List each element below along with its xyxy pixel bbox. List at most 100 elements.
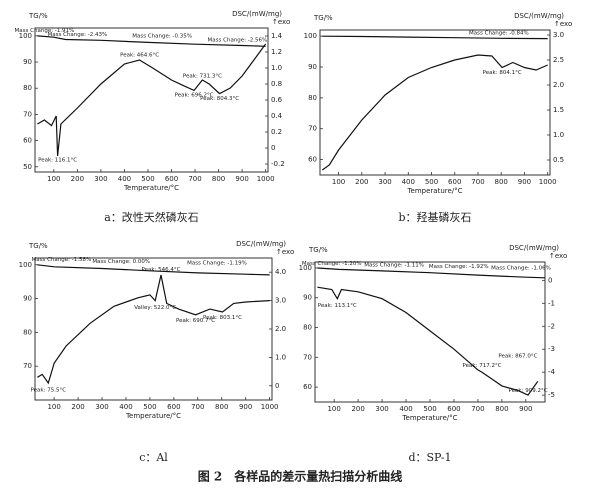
annotation: Mass Change: -1.58% xyxy=(31,257,91,263)
annotation: Peak: 717.2°C xyxy=(463,363,502,369)
annotation: Peak: 867.0°C xyxy=(498,354,537,360)
x-tick-label: 700 xyxy=(471,178,484,186)
y-tick-label: 80 xyxy=(303,324,312,332)
exo-label: ↑exo xyxy=(549,252,567,260)
y-tick-label: 100 xyxy=(19,261,32,269)
annotation: Peak: 464.6°C xyxy=(120,53,159,59)
y2-tick-label: 2.5 xyxy=(553,56,564,64)
curve xyxy=(37,274,270,385)
annotation: Mass Change: -1.19% xyxy=(187,261,247,267)
annotation: Mass Change: -1.20% xyxy=(302,261,362,267)
y-tick-label: 100 xyxy=(304,32,317,40)
x-tick-label: 900 xyxy=(519,405,532,413)
y-tick-label: 70 xyxy=(23,362,32,370)
panel-caption: b：羟基磷灰石 xyxy=(398,210,471,224)
x-tick-label: 900 xyxy=(235,175,248,183)
plot-frame xyxy=(34,257,273,401)
x-tick-label: 100 xyxy=(327,405,340,413)
x-tick-label: 400 xyxy=(118,175,131,183)
annotation: Peak: 731.3°C xyxy=(183,74,222,80)
y2-tick-label: 1.4 xyxy=(271,32,283,40)
x-tick-label: 100 xyxy=(332,178,345,186)
annotation: Peak: 803.1°C xyxy=(203,315,242,321)
x-tick-label: 600 xyxy=(167,403,180,411)
annotation: Peak: 546.4°C xyxy=(142,267,181,273)
y-tick-label: 90 xyxy=(308,63,317,71)
y-axis-label: TG/% xyxy=(28,242,48,250)
x-tick-label: 700 xyxy=(191,403,204,411)
y2-tick-label: 0.2 xyxy=(271,128,282,136)
annotation: Mass Change: -1.11% xyxy=(364,262,424,268)
y2-tick-label: -5 xyxy=(548,391,555,399)
x-tick-label: 900 xyxy=(239,403,252,411)
y2-tick-label: 0.8 xyxy=(271,80,282,88)
annotation: Mass Change: -0.35% xyxy=(132,33,192,39)
annotation: Peak: 690.7°C xyxy=(176,318,215,324)
y2-tick-label: 4.0 xyxy=(275,268,286,276)
panel-caption: d：SP-1 xyxy=(408,451,451,464)
y-axis-label: TG/% xyxy=(308,246,328,254)
annotation: Peak: 909.2°C xyxy=(509,388,548,394)
y-tick-label: 70 xyxy=(308,125,317,133)
exo-label: ↑exo xyxy=(276,248,294,256)
y-tick-label: 90 xyxy=(303,294,312,302)
y2-tick-label: -2 xyxy=(548,322,555,330)
y2-axis-label: DSC/(mW/mg) xyxy=(509,244,559,252)
x-tick-label: 200 xyxy=(355,178,368,186)
annotation: Peak: 116.1°C xyxy=(38,158,77,164)
y2-axis-label: DSC/(mW/mg) xyxy=(236,240,286,248)
y2-tick-label: 2.0 xyxy=(553,81,564,89)
y-tick-label: 50 xyxy=(23,163,32,171)
curve xyxy=(37,43,267,157)
annotation: Mass Change: -2.43% xyxy=(48,32,108,38)
x-axis-label: Temperature/°C xyxy=(406,187,462,195)
y2-axis-label: DSC/(mW/mg) xyxy=(232,10,282,18)
x-tick-label: 500 xyxy=(143,403,156,411)
curve xyxy=(37,264,270,276)
x-axis-label: Temperature/°C xyxy=(123,184,179,192)
annotation: Mass Change: -2.56% xyxy=(208,37,268,43)
figure-caption: 图 2 各样品的差示量热扫描分析曲线 xyxy=(198,469,403,484)
x-tick-label: 900 xyxy=(518,178,531,186)
y-tick-label: 90 xyxy=(23,58,32,66)
y2-tick-label: -0.2 xyxy=(271,160,285,168)
y-tick-label: 80 xyxy=(23,84,32,92)
x-tick-label: 300 xyxy=(375,405,388,413)
x-tick-label: 300 xyxy=(94,175,107,183)
y2-tick-label: 1.2 xyxy=(271,48,282,56)
x-tick-label: 700 xyxy=(188,175,201,183)
x-tick-label: 500 xyxy=(141,175,154,183)
y-tick-label: 80 xyxy=(23,328,32,336)
x-axis-label: Temperature/°C xyxy=(401,414,457,422)
y2-tick-label: 1.0 xyxy=(553,131,564,139)
y2-tick-label: 3.0 xyxy=(553,31,564,39)
y2-tick-label: 2.0 xyxy=(275,325,286,333)
x-tick-label: 800 xyxy=(495,405,508,413)
plot-frame xyxy=(314,261,546,403)
annotation: Peak: 804.1°C xyxy=(483,70,522,76)
curve xyxy=(322,35,548,40)
annotation: Mass Change: 0.00% xyxy=(92,259,150,265)
y-axis-label: TG/% xyxy=(313,14,333,22)
panel-caption: c：Al xyxy=(139,451,168,464)
y-tick-label: 100 xyxy=(299,264,312,272)
annotation: Mass Change: -1.91% xyxy=(15,28,75,34)
x-axis-label: Temperature/°C xyxy=(125,412,181,420)
y2-tick-label: -3 xyxy=(548,345,555,353)
x-tick-label: 600 xyxy=(447,405,460,413)
x-tick-label: 800 xyxy=(215,403,228,411)
annotation: Peak: 75.5°C xyxy=(31,388,67,394)
x-tick-label: 400 xyxy=(399,405,412,413)
x-tick-label: 1000 xyxy=(539,178,557,186)
y-tick-label: 60 xyxy=(303,383,312,391)
y-tick-label: 60 xyxy=(308,156,317,164)
x-tick-label: 500 xyxy=(425,178,438,186)
annotation: Mass Change: -1.06% xyxy=(491,265,551,271)
y2-axis-label: DSC/(mW/mg) xyxy=(514,12,564,20)
x-tick-label: 200 xyxy=(351,405,364,413)
x-tick-label: 800 xyxy=(495,178,508,186)
y2-tick-label: 0 xyxy=(271,144,275,152)
x-tick-label: 400 xyxy=(402,178,415,186)
annotation: Peak: 804.3°C xyxy=(200,96,239,102)
